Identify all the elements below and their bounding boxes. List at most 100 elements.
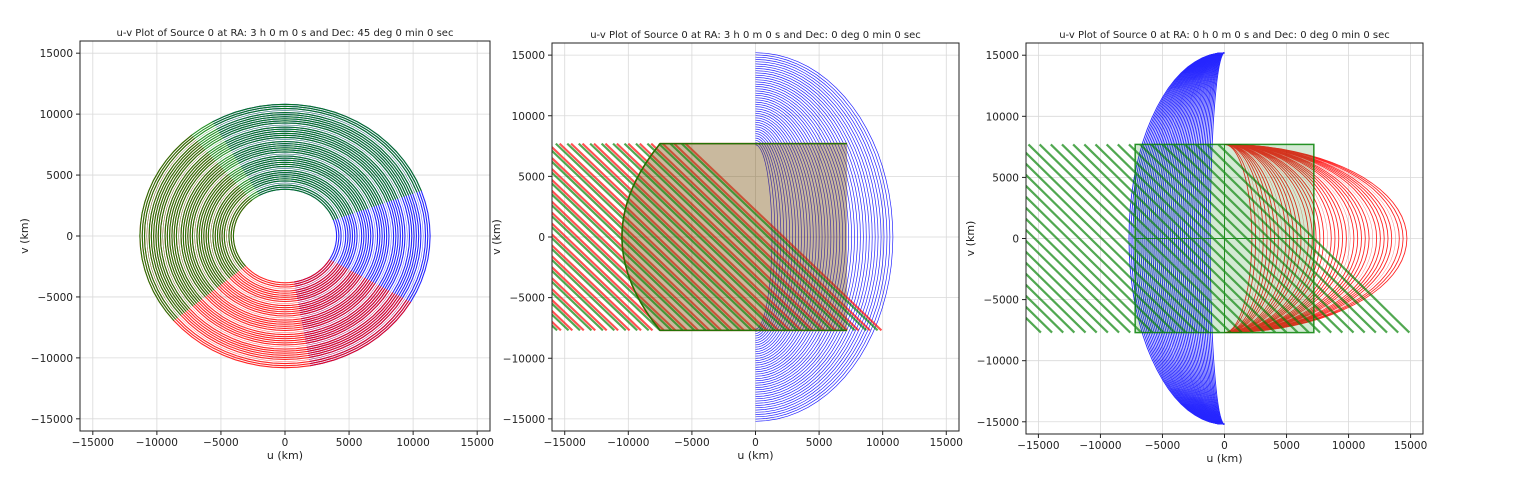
chart-panel-3: −15000 −10000 −5000 0 5000 10000 15000 −15000 −1… [964,30,1427,465]
track-line [755,119,805,355]
track-stripe [1139,143,1332,334]
track-line [198,157,367,287]
track-stripe [600,142,799,332]
y-tick-label: 0 [538,232,545,244]
track-line [755,56,888,418]
track-stripe [552,193,696,332]
track-line [141,105,420,320]
y-tick-label: −5000 [509,293,545,305]
track-line [191,151,373,291]
track-line [171,132,392,303]
track-line [1224,143,1362,334]
track-stripe [1027,143,1221,334]
track-line [187,147,377,294]
track-stripe [1117,143,1310,334]
track-stripe [1072,143,1265,334]
track-line [1224,143,1332,334]
track-line [182,143,382,296]
track-stripe [1026,294,1064,334]
track-line [755,81,855,393]
track-line [755,77,861,397]
track-stripe [1172,143,1366,334]
track-line [1224,144,1373,333]
track-stripe [1026,272,1087,334]
y-tick-label: 15000 [986,50,1019,62]
track-stripe [1161,143,1355,334]
track-stripe [1026,228,1131,334]
y-tick-label: −15000 [503,414,545,426]
track-line [755,52,894,422]
track-line [194,153,371,289]
track-stripe [552,233,654,332]
x-tick-label: 0 [1221,440,1228,452]
track-stripe [661,142,860,332]
track-line [755,126,796,348]
track-stripe [552,160,730,332]
series-0 [755,52,894,422]
y-tick-label: −10000 [31,353,73,365]
track-line [1128,52,1225,425]
track-line [180,140,384,298]
track-line [200,159,364,286]
track-stripe [593,142,791,332]
y-tick-label: 0 [66,231,73,243]
y-tick-label: −10000 [977,356,1019,368]
track-stripe [552,222,665,332]
track-line [148,112,414,316]
x-tick-label: 5000 [336,437,363,449]
chart-title: u-v Plot of Source 0 at RA: 3 h 0 m 0 s … [590,30,921,41]
track-line [1224,144,1328,333]
track-line [755,115,811,359]
track-line [755,104,826,370]
track-stripe [589,142,787,332]
track-line [159,122,403,310]
track-line [228,184,339,270]
track-line [212,169,354,279]
track-line [230,198,333,286]
track-stripe [552,189,700,332]
track-line [1224,143,1400,334]
track-stripe [552,145,745,332]
track-stripe [1026,151,1210,334]
track-stripe [1094,143,1288,334]
x-axis-label: u (km) [267,449,303,462]
y-tick-label: 10000 [512,111,545,123]
track-line [221,178,345,274]
y-tick-label: −5000 [983,295,1019,307]
track-line [755,70,870,404]
track-stripe [1206,143,1399,334]
track-line [139,103,422,322]
track-stripe [581,142,780,332]
chart-panel-2: −15000 −10000 −5000 0 5000 10000 15000 −15000 −1… [490,30,963,462]
track-stripe [673,142,871,332]
y-tick-label: 10000 [40,109,73,121]
track-stripe [1026,283,1076,334]
track-stripe [1195,143,1388,334]
track-stripe [650,142,848,332]
track-line [755,63,879,411]
track-line [1224,143,1336,334]
track-stripe [552,214,673,332]
chart-panel-1: −15000 −10000 −5000 0 5000 10000 15000 −15000 −1… [18,28,494,462]
track-stripe [570,142,768,332]
x-tick-label: −5000 [1145,440,1181,452]
track-line [153,116,409,314]
y-tick-label: 5000 [992,172,1019,184]
track-line [173,134,390,302]
track-stripe [552,287,597,332]
track-stripe [1083,143,1277,334]
track-line [203,161,362,284]
track-line [226,182,341,271]
y-axis-label: v (km) [964,221,977,257]
x-tick-label: −10000 [1079,440,1121,452]
track-stripe [552,171,719,332]
y-tick-label: 5000 [46,170,73,182]
track-line [196,155,369,288]
track-line [755,117,808,357]
track-stripe [646,142,845,332]
track-stripe [1061,143,1254,334]
track-line [1224,143,1359,334]
track-line [755,95,838,379]
track-line [1224,144,1396,333]
plot-area [1026,52,1411,425]
